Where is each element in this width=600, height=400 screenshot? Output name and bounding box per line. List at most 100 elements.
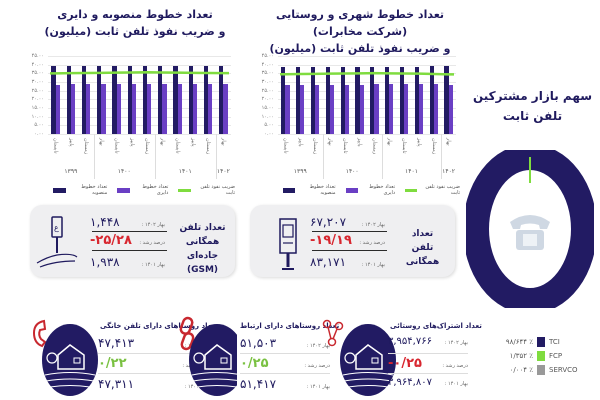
pie-legend-swatch (537, 351, 545, 361)
gridline (278, 134, 456, 135)
bar-installed (355, 66, 360, 134)
legend-swatch (345, 187, 358, 193)
penetration-line (50, 71, 229, 75)
gridline (48, 82, 231, 83)
right-chart-title: تعداد خطوط شهری و روستایی (شرکت مخابرات)… (260, 6, 460, 57)
bar-installed (81, 66, 87, 134)
gridline (48, 134, 231, 135)
gsm-label-growth: درصد رشد : (139, 240, 165, 246)
public-card-title: تعداد تلفن همگانی (395, 227, 450, 269)
legend-label: تعداد خطوط دایری (142, 184, 169, 196)
x-tick-label: بهار (445, 138, 452, 146)
gridline (48, 108, 231, 109)
y-tick-label: ۱۰.۰۰ (31, 113, 44, 120)
pie-legend-value: ۱/۳۵۲ ٪ (509, 352, 533, 360)
vc-row-1401: بهار ۱۴۰۱ : ۵۱,۴۱۷ (240, 377, 330, 391)
bar-active (300, 84, 305, 134)
x-tick-label: تابستان (174, 138, 181, 154)
pie-title: سهم بازار مشترکین تلفن ثابت (470, 86, 595, 126)
gridline (278, 64, 456, 66)
pie-legend-item: ۹۸/۶۴۴ ٪ TCI (483, 335, 578, 349)
gridline (278, 90, 456, 92)
y-tick-label: ۵.۰۰ (34, 122, 44, 129)
vhp-value-growth: ۰/۲۲ (98, 356, 127, 371)
divider (240, 373, 330, 374)
bar-active (162, 84, 167, 134)
year-separator (154, 134, 156, 179)
y-tick-label: ۲۵.۰۰ (31, 87, 44, 94)
vc-label-1402: بهار ۱۴۰۲ : (306, 343, 330, 349)
phone-handset-icon (32, 319, 47, 348)
legend-label: تعداد خطوط منصوبه (81, 184, 108, 196)
pie-legend-name: FCP (549, 352, 563, 360)
x-tick-label: زمستان (144, 138, 151, 155)
legend-label: تعداد خطوط منصوبه (309, 184, 336, 196)
gridline (48, 99, 231, 101)
village-connected-title: تعداد روستاهای دارای ارتباط (240, 322, 340, 330)
divider (388, 353, 468, 354)
gsm-value-growth: -۲۵/۲۸ (90, 233, 132, 248)
vs-label-1401: بهار ۱۴۰۱ : (444, 381, 468, 387)
bar-active (55, 84, 60, 134)
left-chart-title-line1: تعداد خطوط منصوبه و دایری (57, 8, 213, 21)
y-tick-label: ۴۵.۰۰ (31, 53, 44, 59)
bar-active (389, 84, 394, 134)
year-separator (322, 134, 324, 179)
y-tick-label: ۵.۰۰ (264, 122, 274, 129)
village-house-icon (340, 324, 396, 396)
vc-label-growth: درصد رشد : (304, 363, 330, 369)
bar-active (223, 84, 228, 134)
pie-legend-swatch (537, 365, 545, 375)
public-phone-card: بهار ۱۴۰۲ : ۶۷,۲۰۷ درصد رشد : -۱۹/۱۹ بها… (250, 205, 455, 277)
divider (98, 373, 208, 374)
chart-legend: ضریب نفوذ تلفن ثابت تعداد خطوط دایری تعداد… (53, 184, 235, 196)
divider (312, 231, 387, 232)
pie-legend-swatch (537, 337, 545, 347)
gsm-label-1401: بهار ۱۴۰۱ : (141, 262, 165, 268)
x-tick-label: تابستان (52, 138, 59, 154)
x-tick-label: بهار (159, 138, 166, 146)
roadside-phone-icon: ع (36, 216, 78, 268)
public-title-line2: تلفن همگانی (405, 243, 440, 267)
bar-active (116, 84, 121, 134)
bar-active (315, 84, 320, 134)
right-bar-chart: ۴۵.۰۰ ۴۰.۰۰ ۳۵.۰۰ ۳۰.۰۰ ۲۵.۰۰ ۲۰.۰۰ ۱۵.۰۰ ۱۰.۰۰… (250, 52, 460, 197)
vs-row-growth: درصد رشد : -۰/۲۵ (388, 356, 468, 371)
year-separator (93, 134, 95, 179)
pie-legend-item: ۰/۰۰۴ ٪ SERVCO (483, 363, 578, 377)
vc-label-1401: بهار ۱۴۰۱ : (306, 384, 330, 390)
bar-active (177, 84, 182, 134)
year-label: ۱۴۰۱ (178, 168, 192, 175)
bar-installed (370, 66, 375, 134)
pie-legend-value: ۰/۰۰۴ ٪ (509, 366, 533, 374)
x-tick-label: تابستان (401, 138, 408, 154)
bar-installed (142, 65, 148, 134)
vs-value-1401: ۳,۹۶۴,۸۰۷ (388, 377, 432, 388)
bar-active (147, 84, 152, 134)
network-nodes-icon (322, 319, 344, 347)
pie-legend-value: ۹۸/۶۴۴ ٪ (505, 338, 533, 346)
x-tick-label: پاییز (356, 138, 363, 147)
year-label: ۱۴۰۲ (442, 168, 456, 175)
gsm-value-1401: ۱,۹۳۸ (90, 255, 120, 269)
year-label: ۱۴۰۱ (405, 168, 418, 175)
divider (92, 250, 167, 251)
vs-value-1402: ۳,۹۵۴,۷۶۶ (388, 336, 432, 347)
vc-value-1401: ۵۱,۴۱۷ (240, 377, 277, 391)
y-tick-label: ۴۰.۰۰ (261, 61, 274, 68)
bar-active (285, 84, 290, 134)
x-tick-label: بهار (98, 138, 105, 146)
legend-item: ضریب نفوذ تلفن ثابت (178, 184, 235, 196)
left-bar-chart: ۴۵.۰۰ ۴۰.۰۰ ۳۵.۰۰ ۳۰.۰۰ ۲۵.۰۰ ۲۰.۰۰ ۱۵.۰۰ ۱۰.۰۰… (20, 52, 235, 197)
legend-swatch (53, 187, 66, 193)
public-title-line1: تعداد (411, 229, 434, 239)
x-tick-label: زمستان (205, 138, 212, 155)
x-tick-label: زمستان (371, 138, 378, 155)
vs-row-1401: بهار ۱۴۰۱ : ۳,۹۶۴,۸۰۷ (388, 377, 468, 388)
gridline (48, 125, 231, 127)
vc-value-1402: ۵۱,۵۰۳ (240, 336, 277, 350)
payphone-booth-icon (279, 218, 297, 270)
bar-installed (340, 66, 345, 134)
gridline (48, 90, 231, 92)
bar-installed (296, 66, 301, 134)
